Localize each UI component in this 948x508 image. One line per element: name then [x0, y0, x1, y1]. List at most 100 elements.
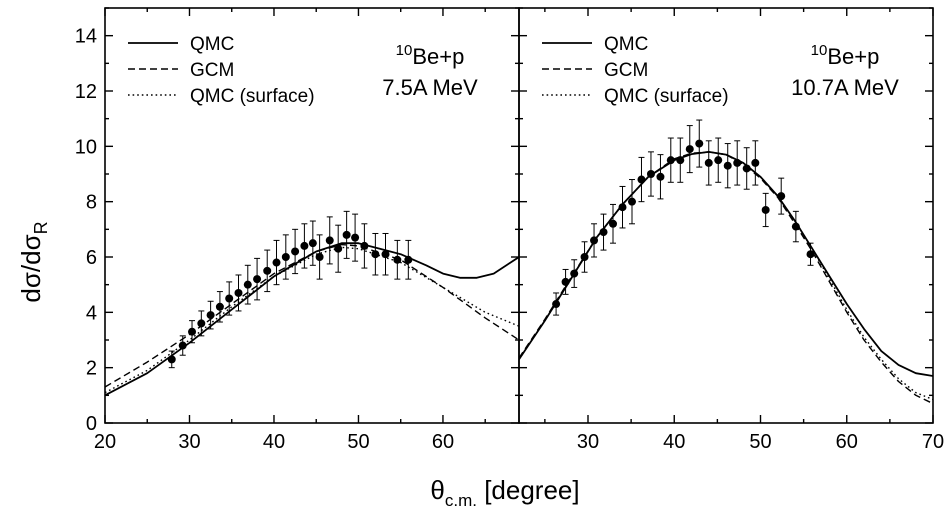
data-point [325, 236, 334, 245]
legend-label: QMC (surface) [190, 86, 315, 107]
reaction-text: Be+p [412, 44, 464, 69]
data-point [178, 341, 187, 350]
plot-frame [518, 7, 934, 424]
x-tick-label: 50 [749, 431, 771, 453]
data-point [561, 277, 570, 286]
legend-label: GCM [604, 60, 648, 81]
data-point [733, 158, 742, 167]
x-axis-label-main: θ [430, 475, 444, 505]
y-tick-label: 12 [75, 81, 97, 103]
x-tick-label: 40 [263, 431, 285, 453]
series-gcm [105, 243, 519, 388]
data-point [656, 172, 665, 181]
data-point [580, 253, 589, 261]
x-axis-label-sub: c.m. [445, 491, 477, 508]
data-point [685, 145, 694, 154]
data-point [552, 300, 561, 309]
data-point [188, 327, 197, 336]
data-point [618, 203, 627, 212]
energy-label: 10.7A MeV [791, 75, 899, 100]
data-point [637, 175, 646, 184]
panel-right: 30 40 50 60 70 QMC GCM QMC (surface) 10Be+p 10.7A… [518, 7, 944, 453]
legend-label: QMC [190, 34, 234, 55]
data-point [590, 236, 599, 245]
data-point [666, 156, 675, 165]
data-point [342, 230, 351, 239]
data-point [371, 250, 380, 259]
panel-left: 20 30 40 50 60 0 2 4 6 8 10 12 14 QMC GCM QMC (surface)… [75, 7, 520, 453]
curves [519, 150, 933, 405]
y-tick-label: 6 [86, 247, 97, 269]
data-point [243, 280, 252, 289]
legend-label: QMC (surface) [604, 86, 729, 107]
y-tick-label: 4 [86, 302, 97, 324]
data-point [300, 241, 309, 250]
reaction-text: Be+p [827, 44, 879, 69]
x-tick-label: 50 [347, 431, 369, 453]
data-point [676, 156, 685, 165]
reaction-mass-number: 10 [811, 42, 828, 59]
series-qmc-surface [519, 151, 933, 401]
y-axis-label: dσ/dσR [16, 221, 51, 302]
data-point [791, 222, 800, 231]
data-point [351, 233, 360, 242]
data-point [281, 253, 290, 261]
data-point [695, 139, 704, 148]
x-tick-label: 30 [178, 431, 200, 453]
x-tick-label: 40 [663, 431, 685, 453]
reaction-label: 10Be+p [811, 42, 880, 69]
y-axis-label-sub: R [31, 221, 51, 234]
data-point [167, 355, 176, 364]
legend-label: QMC [604, 34, 648, 55]
x-tick-label: 60 [836, 431, 858, 453]
data-point [393, 255, 402, 264]
legend-label: GCM [190, 60, 234, 81]
data-point [381, 250, 390, 259]
data-point [627, 197, 636, 206]
data-point [197, 319, 206, 328]
plot-frame [104, 7, 520, 424]
x-axis-label: θc.m. [degree] [430, 475, 579, 508]
data-point [723, 161, 732, 170]
x-tick-label: 70 [922, 431, 944, 453]
legend: QMC GCM QMC (surface) [128, 34, 315, 107]
x-tick-label: 30 [577, 431, 599, 453]
series-qmc [519, 150, 933, 377]
data-point [404, 255, 413, 264]
data-point [806, 250, 815, 259]
data-point [599, 228, 608, 237]
data-point [570, 269, 579, 278]
data-point [777, 192, 786, 201]
y-tick-label: 10 [75, 136, 97, 158]
data-point [646, 170, 655, 178]
data-point [272, 258, 281, 267]
data-point [206, 311, 215, 320]
data-point [291, 247, 300, 256]
data-point [308, 239, 317, 248]
data-point [704, 158, 713, 167]
data-point [751, 158, 760, 167]
legend: QMC GCM QMC (surface) [542, 34, 729, 107]
data-points [167, 210, 413, 369]
data-point [609, 219, 618, 228]
curves [105, 242, 519, 397]
reaction-label: 10Be+p [396, 42, 465, 69]
x-tick-label: 60 [432, 431, 454, 453]
data-point [761, 205, 770, 214]
data-point [714, 156, 723, 165]
y-tick-label: 8 [86, 192, 97, 214]
data-point [263, 266, 272, 275]
data-point [315, 253, 324, 261]
energy-label: 7.5A MeV [382, 75, 478, 100]
data-point [334, 244, 343, 253]
x-tick-label: 20 [94, 431, 116, 453]
y-tick-label: 0 [86, 413, 97, 435]
reaction-mass-number: 10 [396, 42, 413, 59]
y-tick-label: 14 [75, 26, 97, 48]
data-point [225, 294, 234, 303]
x-axis-label-rest: [degree] [477, 475, 580, 505]
y-tick-label: 2 [86, 358, 97, 380]
series-qmc [105, 242, 519, 397]
data-point [253, 275, 262, 284]
